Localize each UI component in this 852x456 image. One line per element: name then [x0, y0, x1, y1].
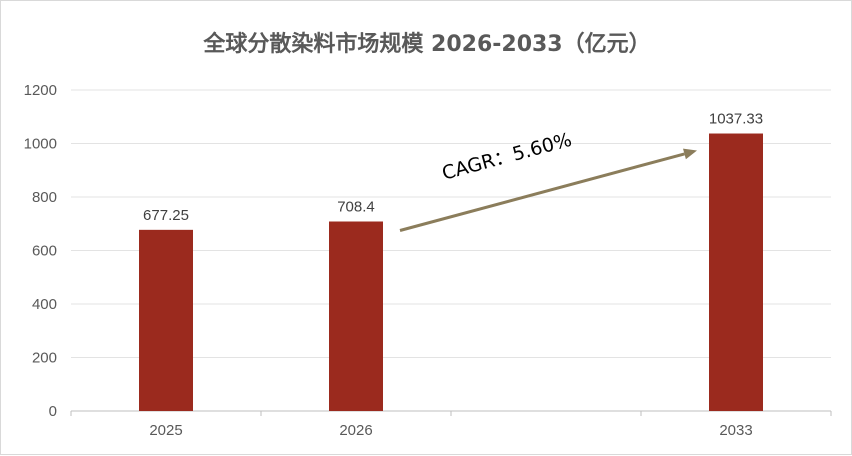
cagr-arrowhead — [683, 148, 697, 160]
x-tick-label: 2026 — [339, 422, 372, 439]
y-tick-label: 1000 — [24, 136, 57, 153]
bar-2033 — [709, 133, 763, 411]
cagr-label: CAGR：5.60% — [440, 129, 574, 185]
cagr-arrow-line — [399, 152, 685, 232]
x-tick-label: 2025 — [149, 422, 182, 439]
y-tick-label: 1200 — [24, 82, 57, 99]
chart-title: 全球分散染料市场规模 2026-2033（亿元） — [203, 32, 651, 57]
y-tick-label: 200 — [32, 350, 57, 367]
y-tick-label: 600 — [32, 243, 57, 260]
data-label-2026: 708.4 — [337, 199, 375, 216]
bar-2026 — [329, 221, 383, 411]
data-label-2025: 677.25 — [143, 207, 189, 224]
data-label-2033: 1037.33 — [709, 111, 763, 128]
y-tick-label: 400 — [32, 296, 57, 313]
bar-2025 — [139, 229, 193, 411]
y-tick-label: 800 — [32, 189, 57, 206]
x-tick-label: 2033 — [719, 422, 752, 439]
y-tick-label: 0 — [49, 403, 57, 420]
